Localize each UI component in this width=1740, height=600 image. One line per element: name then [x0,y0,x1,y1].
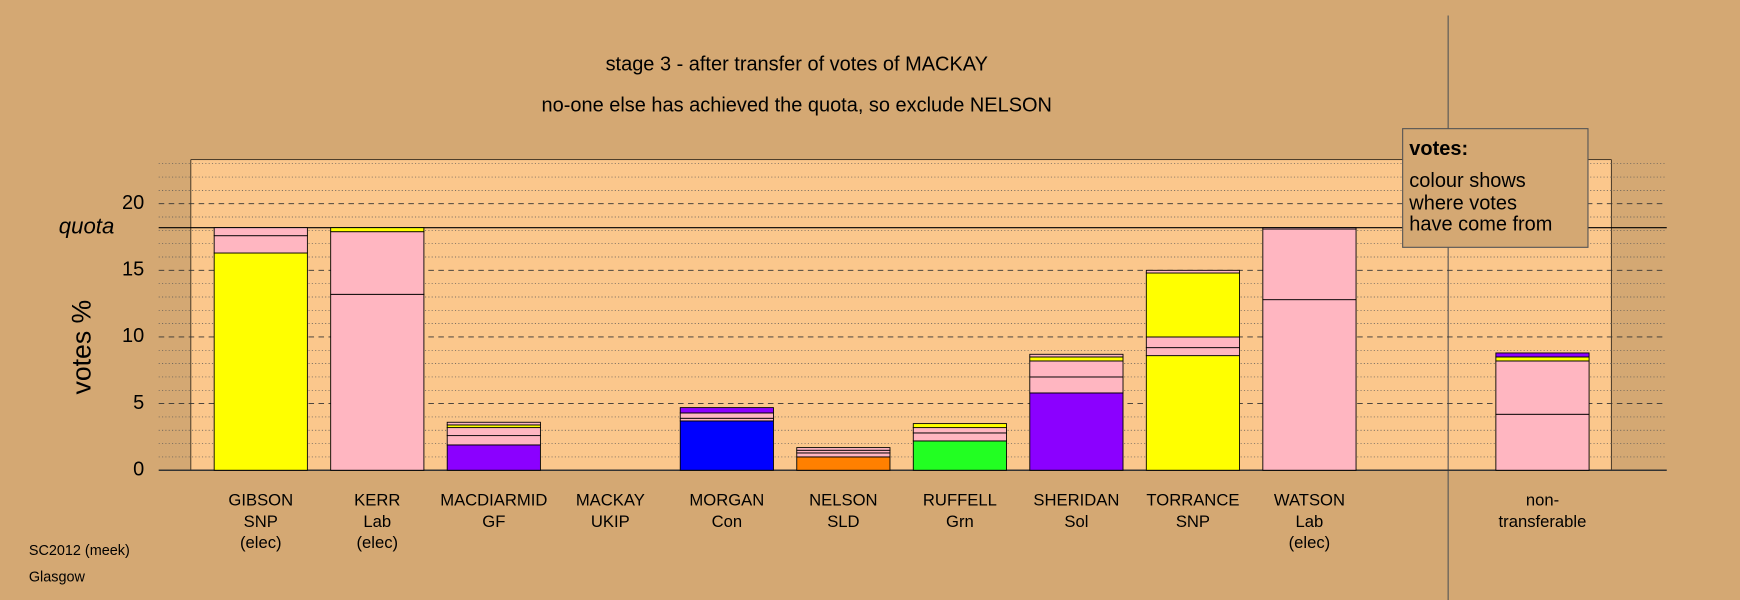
bar-segment [1495,413,1590,471]
bar-segment [213,252,308,471]
bar-segment [1029,356,1124,362]
bar-segment [1029,353,1124,358]
bar-segment [1495,360,1590,415]
x-tick-label: KERR [354,491,400,510]
bar-segment [912,427,1007,434]
x-tick-label: (elec) [357,533,399,552]
bar-segment [446,427,541,437]
x-tick-label: Con [712,512,743,531]
x-tick-label: Lab [363,512,391,531]
bar-segment [796,447,891,451]
bar-segment [679,407,774,414]
y-tick-label: 10 [122,325,144,347]
x-tick-label: TORRANCE [1146,491,1239,510]
bar-segment [330,231,425,295]
x-tick-label: UKIP [591,512,630,531]
x-tick-label: NELSON [809,491,877,510]
x-tick-label: transferable [1499,512,1587,531]
x-tick-label: GF [482,512,505,531]
y-tick-label: 20 [122,192,144,214]
chart-title: stage 3 - after transfer of votes of MAC… [606,54,988,76]
footer-text: Glasgow [29,570,86,586]
bar-segment [1495,352,1590,358]
x-tick-label: SLD [827,512,859,531]
plot-area [190,159,1612,471]
bar-segment [330,227,425,233]
legend-box [1402,128,1589,248]
x-tick-label: (elec) [240,533,282,552]
bar-segment [1262,228,1357,301]
bar-segment [1145,347,1240,357]
x-tick-label: non- [1526,491,1559,510]
legend-line: where votes [1408,192,1517,214]
x-tick-label: MORGAN [689,491,764,510]
legend-line: colour shows [1409,170,1526,192]
y-axis-label: votes % [66,300,96,395]
bar-segment [1029,392,1124,471]
bar-segment [446,421,541,426]
bar-segment [796,452,891,458]
legend-title: votes: [1409,138,1468,160]
x-tick-label: Sol [1064,512,1088,531]
x-tick-label: Grn [946,512,974,531]
x-tick-label: RUFFELL [923,491,997,510]
bar-segment [213,227,308,237]
bar-segment [1262,227,1357,230]
x-tick-label: GIBSON [228,491,293,510]
bar-segment [796,456,891,471]
bar-segment [1145,355,1240,471]
bar-segment [1262,299,1357,471]
x-tick-label: (elec) [1289,533,1331,552]
legend: votes: colour shows where votes have com… [1402,128,1589,248]
bar-segment [679,412,774,419]
bar-segment [912,423,1007,429]
x-tick-label: SNP [1176,512,1210,531]
bar-segment [912,432,1007,442]
footer-text: SC2012 (meek) [29,543,130,559]
bar-segment [330,293,425,471]
x-tick-label: WATSON [1274,491,1345,510]
bar-segment [1495,356,1590,362]
bar-segment [213,235,308,254]
bar-segment [1029,376,1124,394]
bar-segment [1145,269,1240,274]
x-tick-label: MACDIARMID [440,491,547,510]
y-tick-label: 5 [133,392,144,414]
x-tick-label: MACKAY [576,491,645,510]
quota-label: quota [59,214,115,239]
bar-segment [1029,360,1124,378]
bar-segment [446,444,541,471]
y-tick-label: 0 [133,459,144,481]
bar-segment [446,435,541,446]
bar-segment [1145,272,1240,338]
chart-subtitle: no-one else has achieved the quota, so e… [542,95,1052,117]
x-tick-label: Lab [1296,512,1324,531]
y-tick-label: 15 [122,259,144,281]
x-tick-label: SHERIDAN [1033,491,1119,510]
legend-line: have come from [1409,213,1552,235]
bar-segment [679,420,774,471]
x-tick-label: SNP [244,512,278,531]
bar-segment [912,440,1007,471]
bar-segment [1145,336,1240,349]
